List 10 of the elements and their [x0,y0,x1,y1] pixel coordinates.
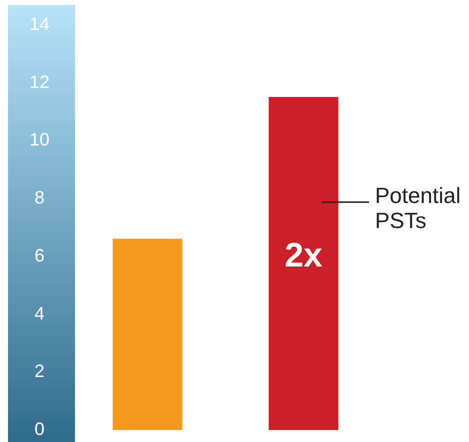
y-tick-label: 4 [34,303,44,324]
y-tick-label: 14 [29,14,50,34]
y-tick-label: 6 [34,245,44,266]
annotation: 2x [284,236,322,274]
y-tick-label: 2 [34,361,44,382]
y-tick-label: 8 [34,188,44,208]
y-tick-label: 0 [34,418,44,439]
y-tick-label: 12 [29,72,50,92]
annotation: Potential PSTs [375,183,461,234]
y-tick-label: 10 [29,130,50,150]
